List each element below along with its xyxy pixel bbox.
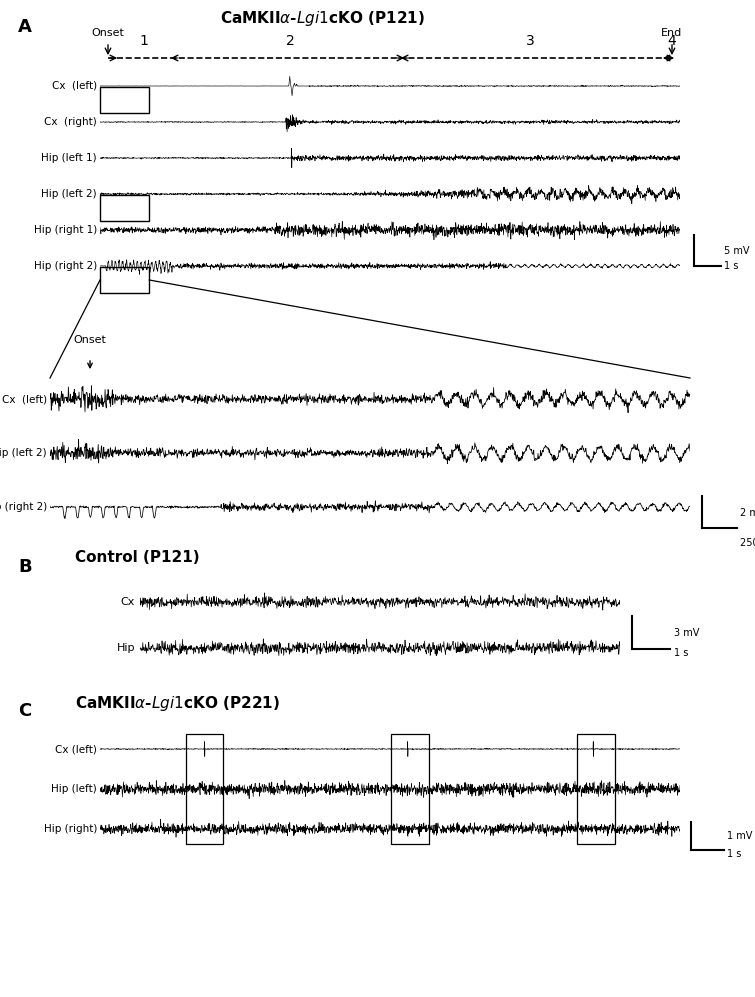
Text: End: End: [661, 28, 683, 38]
Text: Cx (left): Cx (left): [55, 744, 97, 754]
Text: Hip (right 1): Hip (right 1): [34, 225, 97, 235]
Bar: [100, 88, 149, 113]
Text: Hip (right 2): Hip (right 2): [34, 261, 97, 271]
Text: 2: 2: [285, 34, 294, 48]
Text: Hip (right): Hip (right): [44, 824, 97, 834]
Bar: [100, 195, 149, 220]
Text: Cx  (left): Cx (left): [2, 394, 47, 404]
Text: 1 mV: 1 mV: [727, 831, 753, 841]
Text: Onset: Onset: [73, 335, 106, 345]
Text: B: B: [18, 558, 32, 576]
Text: 3 mV: 3 mV: [673, 628, 699, 638]
Text: C: C: [18, 702, 31, 720]
Text: Hip (left): Hip (left): [51, 784, 97, 794]
Text: 250 ms: 250 ms: [740, 538, 755, 548]
Bar: [100, 267, 149, 292]
Text: 3: 3: [525, 34, 535, 48]
Text: A: A: [18, 18, 32, 36]
Text: Hip: Hip: [117, 643, 135, 653]
Text: 1 s: 1 s: [727, 849, 741, 859]
Text: Onset: Onset: [91, 28, 125, 38]
Text: 4: 4: [667, 34, 676, 48]
Text: 5 mV: 5 mV: [724, 245, 750, 255]
Text: Hip (left 1): Hip (left 1): [42, 153, 97, 163]
Text: 1 s: 1 s: [724, 261, 738, 271]
Text: 1 s: 1 s: [673, 648, 688, 658]
Text: Cx  (right): Cx (right): [45, 117, 97, 127]
Text: Cx: Cx: [121, 597, 135, 607]
Text: Cx  (left): Cx (left): [52, 81, 97, 91]
Text: Hip (left 2): Hip (left 2): [42, 189, 97, 199]
Text: Hip (right 2): Hip (right 2): [0, 502, 47, 512]
Text: 2 mV: 2 mV: [740, 507, 755, 517]
Text: CaMKII$\alpha$-$\it{Lgi1}$cKO (P121): CaMKII$\alpha$-$\it{Lgi1}$cKO (P121): [220, 10, 425, 29]
Text: 1: 1: [140, 34, 149, 48]
Text: CaMKII$\alpha$-$\it{Lgi1}$cKO (P221): CaMKII$\alpha$-$\it{Lgi1}$cKO (P221): [75, 694, 280, 713]
Text: Control (P121): Control (P121): [75, 550, 199, 565]
Text: Hip (left 2): Hip (left 2): [0, 448, 47, 458]
